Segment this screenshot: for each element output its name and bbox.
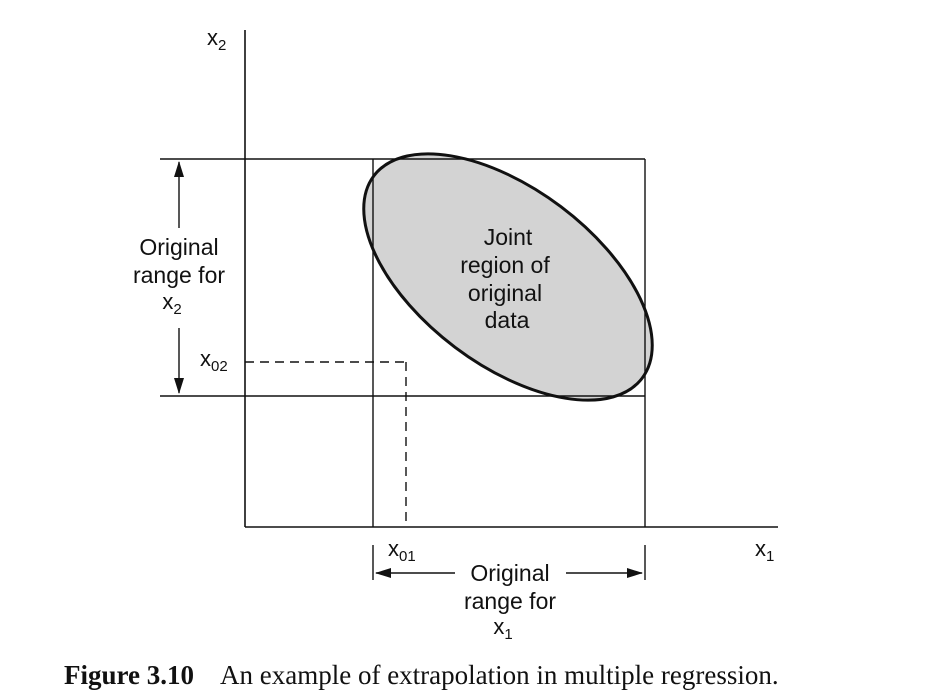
- x-axis-label: x1: [755, 536, 774, 565]
- svg-text:x1: x1: [493, 614, 512, 643]
- svg-text:original: original: [468, 280, 542, 306]
- svg-text:range for: range for: [133, 262, 225, 288]
- figure-caption: Figure 3.10 An example of extrapolation i…: [64, 660, 779, 691]
- x2-range-label: Original range for x2: [133, 234, 225, 318]
- svg-text:x2: x2: [162, 289, 181, 318]
- svg-text:range for: range for: [464, 588, 556, 614]
- svg-text:Original: Original: [139, 234, 218, 260]
- y-axis-label: x2: [207, 25, 226, 54]
- figure-number: Figure 3.10: [64, 660, 194, 690]
- x01-label: x01: [388, 536, 416, 565]
- figure-caption-text: An example of extrapolation in multiple …: [220, 660, 779, 690]
- svg-text:Original: Original: [470, 560, 549, 586]
- x02-label: x02: [200, 346, 228, 375]
- svg-text:Joint: Joint: [484, 224, 533, 250]
- joint-region-label: Joint region of original data: [460, 224, 550, 333]
- x1-range-label: Original range for x1: [464, 560, 556, 643]
- joint-region-ellipse: [362, 152, 654, 402]
- svg-text:data: data: [485, 307, 530, 333]
- svg-text:region of: region of: [460, 252, 550, 278]
